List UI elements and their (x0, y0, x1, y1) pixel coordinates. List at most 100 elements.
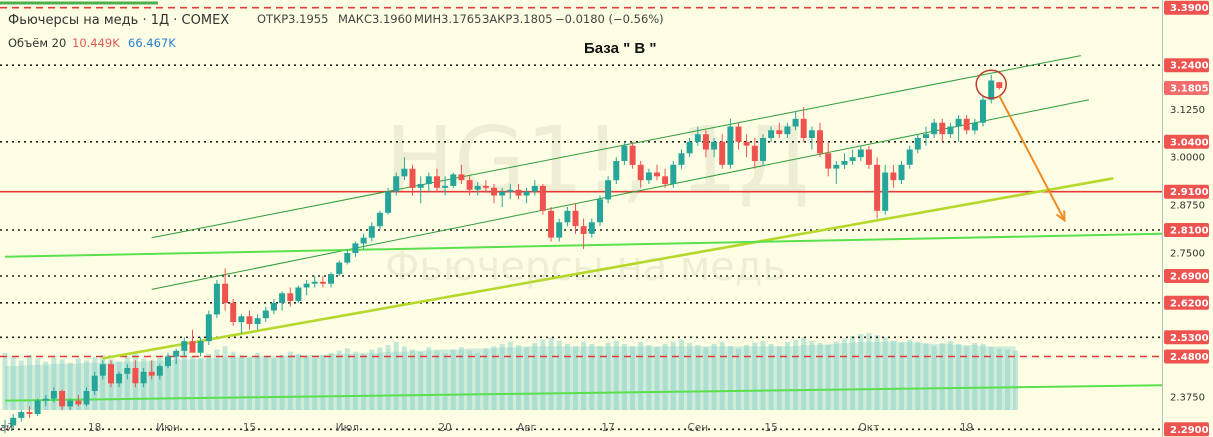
candle-body (458, 174, 465, 181)
volume-bar (312, 358, 318, 410)
candle-body (743, 141, 750, 146)
candle-body (409, 168, 416, 188)
volume-bar (295, 353, 301, 410)
candle-body (833, 164, 840, 169)
candle-body (42, 398, 49, 401)
candle-body (539, 185, 546, 211)
candle-body (654, 172, 660, 177)
candle-body (963, 118, 970, 131)
candle-body (344, 253, 351, 263)
volume-bar (1005, 349, 1010, 410)
legend-close: ЗАКР3.1805 (482, 12, 553, 26)
volume-bar (833, 341, 839, 410)
candle-body (417, 184, 424, 188)
volume-bar (426, 347, 432, 410)
volume-bar (850, 336, 856, 410)
volume-bar (352, 351, 358, 410)
volume-bar (442, 352, 448, 410)
candle-body (165, 356, 171, 367)
candle-body (735, 126, 742, 142)
candle-body (499, 191, 506, 196)
x-tick-label: 15 (764, 422, 777, 434)
plot-background (0, 0, 1162, 437)
candle-body (531, 185, 538, 192)
candle-body (482, 185, 489, 188)
candle-body (882, 172, 889, 211)
volume-bar (760, 340, 766, 410)
axis-background (1162, 0, 1213, 437)
volume-bar (410, 349, 415, 410)
candle-body (988, 80, 995, 100)
volume-bar (719, 341, 725, 410)
volume-bar (51, 356, 57, 410)
volume-bar (35, 358, 41, 410)
candle-body (996, 82, 1003, 88)
volume-bar (988, 347, 994, 410)
volume-bar (1013, 350, 1019, 410)
trendline-green-low (4, 384, 1163, 402)
watermark-symbol: HG1!, 1Д (385, 107, 810, 214)
candle-body (140, 371, 147, 384)
volume-bar (589, 344, 595, 410)
volume-bar (279, 355, 285, 410)
candle-body (254, 318, 261, 324)
y-price-tag (1164, 269, 1209, 283)
volume-bar (540, 339, 546, 410)
candle-body (629, 145, 636, 165)
candle-body (132, 368, 139, 384)
volume-bar (630, 346, 636, 410)
candle-body (572, 210, 579, 227)
volume-bar (866, 333, 872, 410)
candle-body (662, 176, 669, 184)
legend: Фьючерсы на медь · 1Д · COMEX ОТКР3.1955… (8, 12, 664, 50)
volume-bar (344, 348, 350, 410)
volume-bar (809, 340, 815, 410)
volume-bar (890, 340, 896, 410)
annotation-base-b: База " В " (584, 40, 656, 57)
volume-bar (157, 357, 163, 410)
volume-bar (401, 346, 407, 410)
candle-body (841, 161, 848, 165)
candle-body (189, 341, 196, 353)
legend-open: ОТКР3.1955 (257, 12, 328, 26)
candle-body (10, 417, 17, 426)
candle-body (303, 283, 310, 288)
y-price-tag-label: 2.9100 (1170, 187, 1209, 198)
candle-body (205, 314, 212, 342)
candle-body (678, 153, 685, 165)
volume-bar (711, 344, 717, 410)
candle-body (99, 364, 106, 376)
volume-bar (548, 337, 554, 410)
volume-bar (825, 345, 831, 410)
trendline-channel-upper (151, 55, 1081, 239)
x-axis: ай 18 Июн 15 Июл 20 Авг 17 Сен 15 Окт 19 (0, 422, 973, 434)
y-price-tag (1164, 349, 1209, 364)
candle-body (800, 118, 807, 138)
candle-body (34, 400, 41, 414)
volume-bar (214, 349, 220, 410)
volume-bar (263, 356, 269, 410)
volume-bar (784, 341, 790, 410)
volume-bar (393, 341, 399, 410)
candle-body (751, 145, 758, 161)
volume-bar (18, 360, 24, 410)
candle-body (181, 341, 188, 351)
volume-bar (670, 341, 676, 410)
candle-body (507, 189, 514, 192)
volume-bar (516, 345, 521, 410)
volume-bar (165, 355, 171, 410)
y-price-tag (1164, 422, 1209, 437)
volume-bar (597, 346, 603, 410)
volume-bar (2, 352, 8, 410)
candle-body (564, 210, 571, 223)
volume-bar (613, 340, 619, 410)
volume-bar (222, 346, 228, 410)
y-price-tag (1164, 81, 1209, 95)
y-price-tag-label: 2.5300 (1170, 333, 1209, 344)
volume-ma-value: 66.467K (128, 36, 176, 50)
candle-body (124, 368, 131, 374)
x-tick-label: 19 (960, 422, 973, 434)
candle-body (874, 164, 881, 211)
